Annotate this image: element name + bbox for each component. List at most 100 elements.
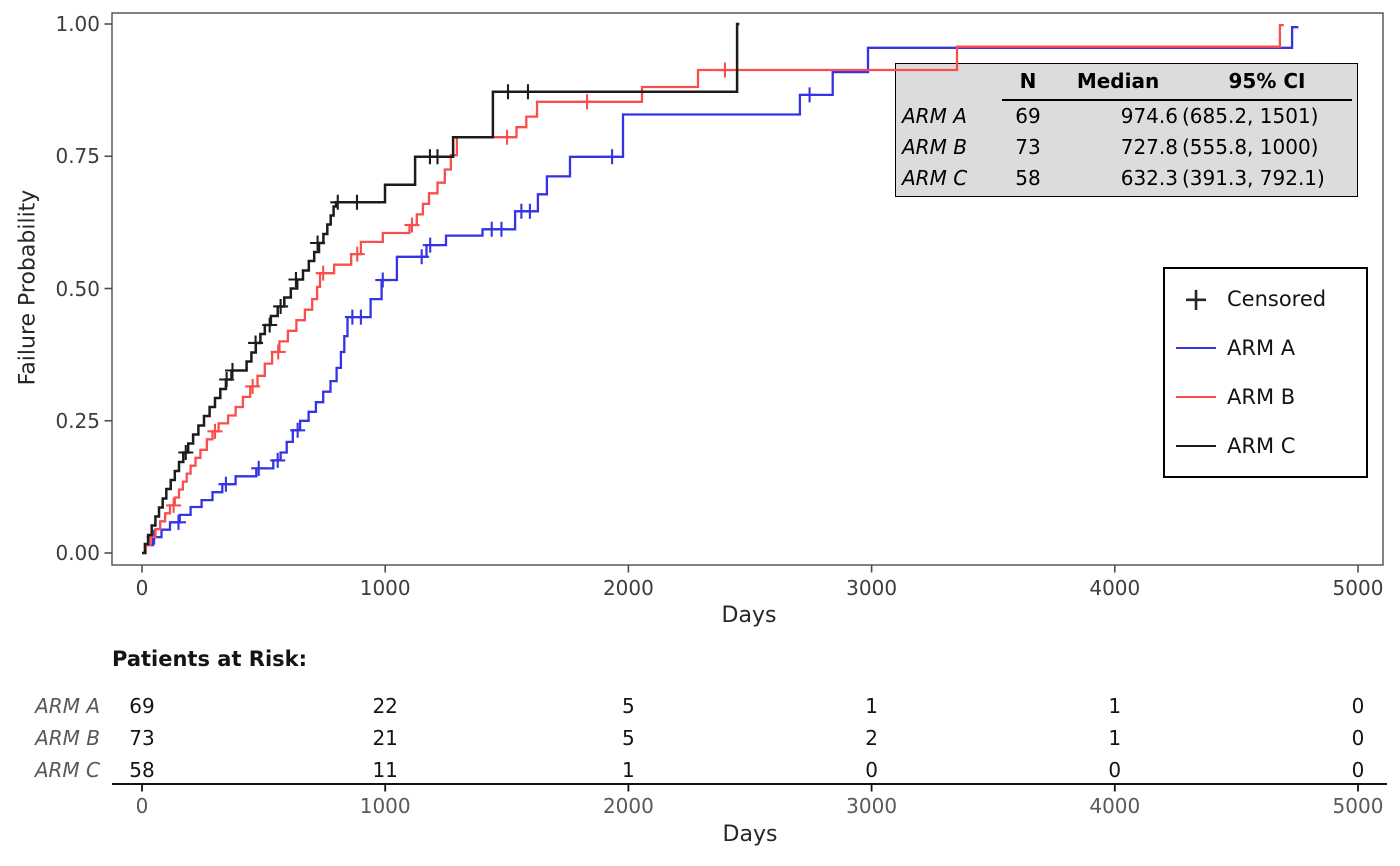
censor-mark-arm-a-1	[170, 514, 186, 530]
censor-mark-arm-a-2	[218, 476, 234, 492]
stats-arm-2: ARM C	[902, 166, 968, 190]
risk-count-2-4: 0	[1108, 758, 1122, 782]
censor-mark-arm-b-6	[404, 217, 420, 233]
censor-mark-arm-a-11	[484, 221, 500, 237]
risk-count-1-3: 2	[865, 726, 878, 750]
legend-line-icon-2	[1165, 444, 1227, 447]
legend: + Censored ARM A ARM B ARM C	[1163, 267, 1368, 478]
risk-count-2-0: 58	[129, 758, 155, 782]
censor-mark-arm-c-9	[349, 194, 365, 210]
legend-row-arm-a: ARM A	[1165, 326, 1366, 370]
stats-table-grid: N Median 95% CI ARM A 69 974.6 (685.2, 1501…	[896, 64, 1357, 194]
risk-count-1-4: 1	[1108, 726, 1122, 750]
y-tick-label-0.00: 0.00	[55, 541, 100, 565]
legend-line-swatch-1	[1176, 395, 1216, 398]
censor-mark-arm-c-4	[262, 317, 278, 333]
stats-median-2: 632.3	[1120, 166, 1178, 190]
censor-mark-arm-c-3	[248, 335, 264, 351]
censor-mark-arm-b-7	[499, 129, 515, 145]
censor-mark-arm-c-1	[219, 371, 235, 387]
risk-table-title: Patients at Risk:	[112, 647, 308, 671]
censor-mark-arm-b-3	[270, 344, 286, 360]
censored-plus-icon: +	[1182, 280, 1210, 319]
risk-count-0-1: 22	[372, 694, 398, 718]
censor-mark-arm-a-14	[522, 203, 538, 219]
y-tick-label-1.00: 1.00	[55, 12, 100, 36]
censor-mark-arm-c-10	[422, 149, 438, 165]
censor-mark-arm-a-16	[802, 87, 818, 103]
risk-count-2-3: 0	[865, 758, 878, 782]
stats-header-n: N	[1002, 66, 1054, 101]
legend-label-2: ARM C	[1227, 433, 1296, 458]
risk-count-1-1: 21	[372, 726, 398, 750]
censor-mark-arm-a-4	[270, 452, 286, 468]
x-axis-title: Days	[721, 603, 777, 628]
risk-count-0-3: 1	[865, 694, 878, 718]
legend-label-1: ARM B	[1227, 384, 1296, 409]
stats-ci-1: (555.8, 1000)	[1182, 135, 1319, 159]
censor-mark-arm-c-0	[178, 444, 194, 460]
x-tick-label-3000: 3000	[846, 576, 898, 600]
legend-row-censored: + Censored	[1165, 277, 1366, 321]
km-curve-arm-c	[142, 22, 740, 555]
risk-arm-label-arm-a: ARM A	[35, 694, 100, 718]
censor-mark-arm-c-12	[500, 84, 516, 100]
risk-tick-label-0: 0	[135, 794, 149, 818]
censor-mark-arm-a-0	[146, 529, 162, 545]
censor-mark-arm-c-6	[288, 272, 304, 288]
stats-header-ci: 95% CI	[1182, 66, 1352, 101]
y-tick-label-0.25: 0.25	[55, 408, 100, 433]
risk-count-1-0: 73	[129, 726, 155, 750]
x-tick-label-2000: 2000	[602, 576, 654, 600]
censor-mark-arm-a-12	[493, 221, 509, 237]
censor-mark-arm-b-5	[349, 246, 365, 262]
x-tick-label-0: 0	[135, 576, 149, 600]
legend-label-0: ARM A	[1227, 336, 1296, 361]
stats-header-blank	[902, 66, 1002, 99]
censor-mark-arm-c-5	[273, 298, 289, 314]
risk-count-1-5: 0	[1351, 726, 1365, 750]
censor-mark-arm-a-15	[604, 149, 620, 165]
censor-mark-arm-a-9	[414, 249, 430, 265]
risk-count-2-1: 11	[372, 758, 398, 782]
legend-line-icon-1	[1165, 395, 1227, 398]
risk-tick-label-2000: 2000	[602, 794, 654, 818]
risk-arm-label-arm-c: ARM C	[34, 758, 100, 782]
legend-line-icon-0	[1165, 347, 1227, 350]
risk-count-2-5: 0	[1351, 758, 1365, 782]
censor-mark-arm-c-13	[520, 84, 536, 100]
x-tick-label-1000: 1000	[359, 576, 411, 600]
censor-mark-arm-b-2	[245, 378, 261, 394]
risk-arm-label-arm-b: ARM B	[35, 726, 100, 750]
x-tick-label-4000: 4000	[1089, 576, 1141, 600]
legend-row-arm-b: ARM B	[1165, 375, 1366, 419]
legend-line-swatch-0	[1176, 347, 1216, 350]
risk-tick-label-1000: 1000	[359, 794, 411, 818]
stats-n-0: 69	[1015, 104, 1041, 128]
stats-ci-0: (685.2, 1501)	[1182, 104, 1319, 128]
censor-mark-arm-a-6	[344, 309, 360, 325]
legend-row-arm-c: ARM C	[1165, 424, 1366, 468]
y-tick-label-0.50: 0.50	[55, 276, 100, 301]
stats-header-median: Median	[1054, 66, 1182, 101]
censor-mark-arm-c-2	[224, 362, 240, 378]
censor-mark-arm-a-8	[375, 272, 391, 288]
risk-count-0-5: 0	[1351, 694, 1365, 718]
risk-tick-label-5000: 5000	[1332, 794, 1384, 818]
risk-axis-title: Days	[722, 822, 778, 847]
stats-table: N Median 95% CI ARM A 69 974.6 (685.2, 1501…	[895, 63, 1358, 197]
censor-mark-arm-c-7	[310, 235, 326, 251]
risk-count-0-0: 69	[129, 694, 155, 718]
stats-median-1: 727.8	[1120, 135, 1178, 159]
risk-count-1-2: 5	[622, 726, 635, 750]
censor-mark-arm-a-13	[513, 203, 529, 219]
censor-mark-arm-c-11	[429, 149, 445, 165]
stats-ci-2: (391.3, 792.1)	[1182, 166, 1325, 190]
stats-arm-1: ARM B	[902, 135, 967, 159]
stats-arm-0: ARM A	[902, 104, 967, 128]
risk-tick-label-4000: 4000	[1089, 794, 1141, 818]
censor-mark-arm-b-1	[207, 423, 223, 439]
stats-median-0: 974.6	[1120, 104, 1178, 128]
censor-mark-arm-a-7	[353, 309, 369, 325]
